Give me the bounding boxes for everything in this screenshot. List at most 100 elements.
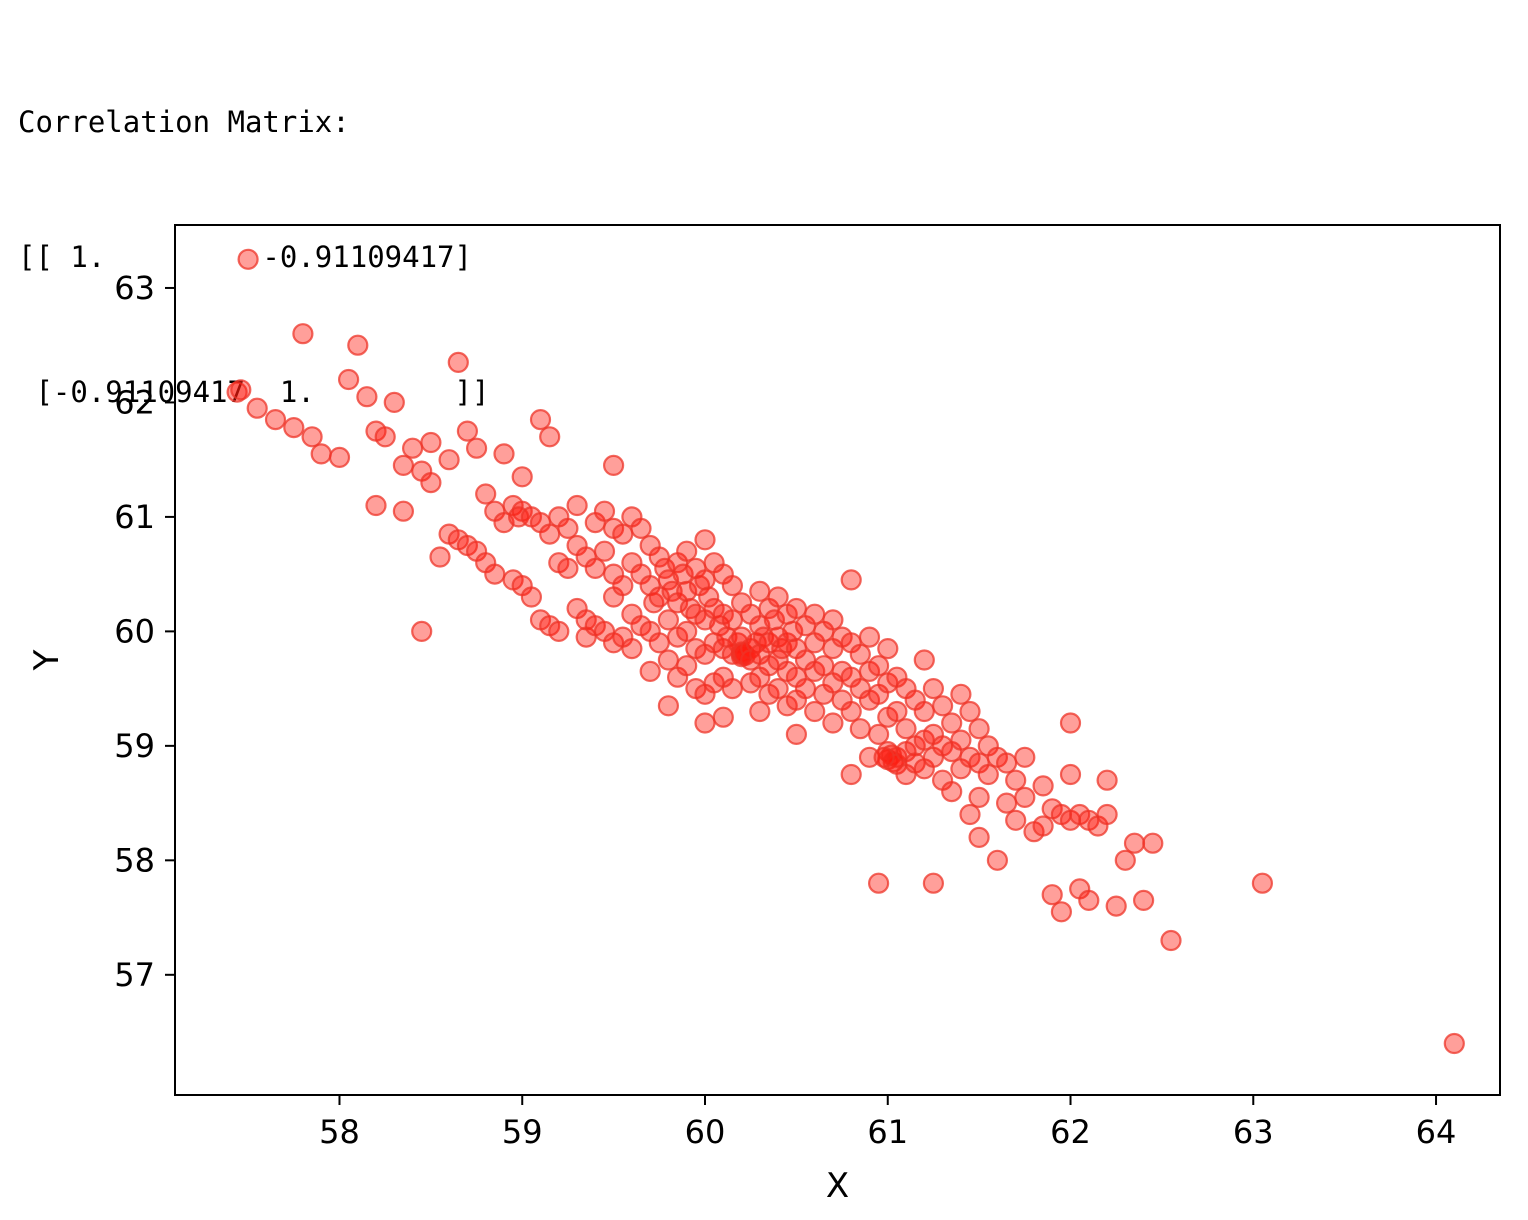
data-point [402, 437, 424, 459]
data-point [922, 872, 945, 894]
y-tick-label: 60 [114, 612, 155, 650]
data-point [338, 368, 360, 391]
data-point [749, 700, 771, 723]
data-point [511, 466, 533, 488]
data-point [657, 695, 680, 717]
data-point [968, 718, 990, 740]
data-point [420, 472, 442, 494]
data-point [1059, 712, 1082, 734]
data-point [794, 678, 817, 700]
data-point [612, 575, 634, 597]
data-point [392, 500, 414, 522]
data-point [520, 586, 543, 608]
data-point [1005, 769, 1027, 791]
y-axis-label: Y [27, 649, 67, 671]
data-point [365, 494, 387, 517]
data-point [1032, 775, 1054, 797]
data-point [698, 586, 720, 608]
x-tick-label: 62 [1050, 1113, 1091, 1151]
data-point [1114, 849, 1136, 871]
data-point [438, 449, 460, 471]
data-point [557, 517, 579, 539]
data-point [877, 638, 899, 660]
data-point [593, 500, 616, 522]
data-point [840, 569, 862, 591]
data-point [849, 643, 871, 665]
data-point [968, 786, 990, 809]
data-point [1032, 815, 1054, 837]
data-point [630, 517, 652, 539]
data-point [867, 872, 890, 894]
console-output: Correlation Matrix: [[ 1. -0.91109417] [… [18, 10, 489, 460]
data-point [913, 700, 935, 723]
data-point [1014, 746, 1036, 768]
data-point [529, 409, 552, 431]
data-point [931, 695, 954, 717]
matrix-row-2: [-0.91109417 1. ]] [18, 375, 490, 409]
data-point [867, 723, 890, 746]
x-tick-label: 58 [319, 1113, 360, 1151]
data-point [420, 431, 442, 454]
data-point [959, 803, 981, 826]
data-point [858, 626, 881, 648]
data-point [712, 706, 734, 728]
data-point [1096, 769, 1118, 791]
data-point [310, 443, 332, 465]
data-point [941, 780, 963, 803]
data-point [785, 723, 808, 746]
figure: 58 59 60 61 62 63 64 57 58 59 60 61 62 63 X Y [0, 190, 1528, 1220]
data-point [840, 763, 862, 786]
data-point [1041, 884, 1063, 906]
data-point [539, 523, 561, 545]
data-point [456, 420, 478, 442]
y-tick-label: 57 [114, 956, 155, 994]
data-point [895, 718, 917, 740]
data-point [913, 649, 935, 671]
data-point [657, 649, 680, 671]
y-tick-label: 63 [114, 269, 155, 307]
data-point [237, 248, 259, 270]
data-point [1105, 895, 1127, 917]
data-point [867, 655, 890, 677]
data-point [356, 386, 378, 408]
data-point [566, 494, 588, 517]
data-point [922, 678, 945, 700]
x-tick-label: 59 [502, 1113, 543, 1151]
data-point [264, 409, 287, 431]
data-point [657, 609, 680, 631]
data-point [721, 575, 744, 597]
data-point [301, 426, 323, 448]
data-point [246, 397, 268, 419]
data-point [840, 700, 862, 723]
data-point [347, 334, 369, 356]
data-point [383, 391, 405, 413]
data-point [849, 718, 871, 740]
data-point [292, 323, 314, 345]
data-point [708, 615, 731, 637]
data-point [950, 729, 972, 751]
y-tick-label: 62 [114, 383, 155, 421]
data-point [977, 763, 999, 786]
data-point [374, 426, 396, 448]
data-point [557, 557, 579, 579]
data-point [493, 443, 515, 465]
x-tick-label: 60 [685, 1113, 726, 1151]
data-point [593, 540, 616, 562]
x-tick-label: 61 [867, 1113, 908, 1151]
data-point [749, 580, 771, 602]
data-point [694, 569, 716, 591]
data-point [767, 586, 789, 608]
data-point [941, 712, 963, 734]
data-point [721, 609, 744, 631]
data-point [694, 712, 716, 734]
matrix-row-1: [[ 1. -0.91109417] [18, 240, 472, 274]
y-tick-label: 61 [114, 498, 155, 536]
data-point [986, 849, 1009, 871]
data-point [584, 557, 606, 579]
data-point [676, 655, 698, 677]
data-point [429, 546, 451, 568]
data-point [1251, 872, 1274, 894]
data-point [1096, 803, 1118, 826]
x-axis-label: X [826, 1166, 849, 1206]
data-point [950, 683, 972, 705]
